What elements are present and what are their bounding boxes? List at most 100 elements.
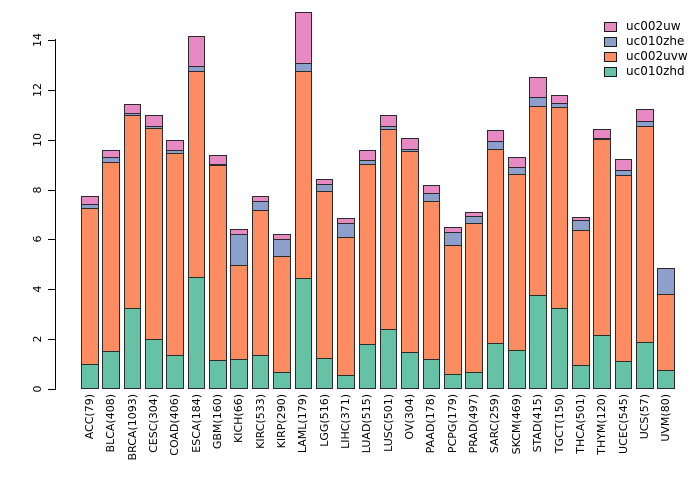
bar-segment-uc002uvw xyxy=(359,164,376,344)
x-tick-label: LIHC(371) xyxy=(339,394,352,449)
bar-segment-uc010zhd xyxy=(82,363,98,388)
bar-segment-uc010zhe xyxy=(82,204,98,208)
bar-segment-uc002uvw xyxy=(252,210,269,356)
bar-segment-uc010zhd xyxy=(637,341,653,388)
bar-lusc xyxy=(379,115,398,389)
y-tick-label: 6 xyxy=(31,235,44,243)
y-tick-mark xyxy=(48,239,55,241)
bar-stad xyxy=(529,77,547,389)
bar-segment-uc010zhd xyxy=(252,355,269,388)
bar-segment-uc002uw xyxy=(82,196,98,205)
bar-segment-uc002uw xyxy=(615,159,632,170)
bar-segment-uc010zhe xyxy=(402,148,418,151)
x-tick-label: PCPG(179) xyxy=(445,394,459,454)
bar-segment-uc010zhd xyxy=(380,329,397,388)
x-tick-label: UCS(57) xyxy=(637,394,651,440)
bar-segment-uc002uw xyxy=(402,138,418,149)
bar-segment-uc002uvw xyxy=(210,165,226,360)
y-tick-label: 12 xyxy=(31,82,44,97)
x-tick-label: UCEC(545) xyxy=(616,394,630,454)
bar-thca xyxy=(572,216,590,389)
bar-segment-uc002uw xyxy=(338,218,354,224)
bar-segment-uc002uw xyxy=(530,78,546,97)
bar-blca xyxy=(102,150,120,389)
x-tick-label: KICH(66) xyxy=(232,394,246,443)
bar-ucs xyxy=(636,108,654,389)
y-tick-mark xyxy=(48,139,55,141)
bar-segment-uc002uw xyxy=(231,229,248,234)
bar-segment-uc002uw xyxy=(188,37,205,67)
bar-segment-uc010zhe xyxy=(188,66,205,71)
bar-segment-uc010zhd xyxy=(444,373,461,388)
bar-segment-uc010zhe xyxy=(295,63,312,72)
bar-kich xyxy=(230,228,249,389)
legend-swatch-orange-icon xyxy=(604,51,617,62)
x-tick-label: KIRC(533) xyxy=(253,394,267,449)
bar-segment-uc002uw xyxy=(146,115,162,126)
bar-kirc xyxy=(251,195,270,389)
bar-tgct xyxy=(550,94,569,389)
bar-segment-uc010zhd xyxy=(658,370,675,388)
x-tick-label: PAAD(178) xyxy=(424,394,438,454)
bar-segment-uc002uvw xyxy=(167,153,183,356)
bar-pcpg xyxy=(443,227,462,389)
bar-segment-uc010zhe xyxy=(274,239,290,257)
legend-row: uc010zhd xyxy=(604,65,688,77)
x-tick-label: ACC(79) xyxy=(82,394,96,440)
x-tick-label: THYM(120) xyxy=(595,394,609,455)
bar-prad xyxy=(465,211,483,389)
x-tick-label: UVM(80) xyxy=(659,394,673,442)
bar-acc xyxy=(81,195,99,389)
bar-segment-uc010zhe xyxy=(210,163,226,166)
bar-segment-uc002uw xyxy=(295,13,312,64)
bar-segment-uc010zhe xyxy=(594,138,610,140)
bar-lgg xyxy=(315,179,334,389)
x-tick-label: SARC(259) xyxy=(488,394,502,454)
bar-segment-uc002uvw xyxy=(338,236,354,376)
x-tick-label: GBM(160) xyxy=(210,394,224,450)
bar-uvm xyxy=(657,268,676,389)
bar-segment-uc010zhd xyxy=(551,308,568,388)
y-tick-label: 2 xyxy=(31,335,44,343)
legend-label: uc002uw xyxy=(626,19,681,33)
bar-segment-uc010zhd xyxy=(402,351,418,388)
bar-thym xyxy=(593,129,611,389)
bar-laml xyxy=(294,12,313,389)
bar-segment-uc002uvw xyxy=(637,126,653,342)
bar-segment-uc002uvw xyxy=(82,208,98,364)
bar-segment-uc002uw xyxy=(637,109,653,122)
bar-segment-uc002uvw xyxy=(594,139,610,336)
x-tick-label: LUSC(501) xyxy=(381,394,395,452)
x-tick-label: TGCT(150) xyxy=(552,394,566,454)
bar-segment-uc010zhd xyxy=(573,365,589,388)
bar-segment-uc010zhd xyxy=(146,338,162,388)
bar-cesc xyxy=(145,114,163,389)
y-tick-label: 14 xyxy=(31,33,44,47)
bar-segment-uc010zhd xyxy=(167,355,183,388)
bar-segment-uc002uvw xyxy=(124,115,141,308)
y-tick-mark xyxy=(48,89,55,91)
bar-segment-uc010zhe xyxy=(551,103,568,107)
bar-segment-uc010zhe xyxy=(573,219,589,230)
bar-segment-uc010zhd xyxy=(231,358,248,388)
bar-paad xyxy=(422,185,441,389)
bar-segment-uc010zhd xyxy=(594,335,610,388)
bar-segment-uc002uw xyxy=(167,141,183,151)
y-tick-label: 0 xyxy=(31,385,44,393)
legend-swatch-blue-icon xyxy=(604,36,617,47)
bar-segment-uc002uvw xyxy=(274,256,290,373)
y-tick-label: 4 xyxy=(31,285,44,293)
bar-segment-uc002uvw xyxy=(487,148,504,343)
legend: uc002uw uc010zhe uc002uvw uc010zhd xyxy=(604,19,688,81)
y-tick-mark xyxy=(48,389,55,390)
x-tick-label: LUAD(515) xyxy=(360,394,374,454)
bar-segment-uc010zhe xyxy=(658,269,675,294)
y-tick-mark xyxy=(48,40,55,41)
bar-coad xyxy=(166,140,184,389)
bar-segment-uc002uvw xyxy=(402,150,418,352)
bar-segment-uc002uw xyxy=(124,105,141,114)
bar-segment-uc010zhe xyxy=(231,233,248,266)
bar-segment-uc010zhe xyxy=(615,169,632,176)
bar-segment-uc010zhe xyxy=(423,193,440,201)
